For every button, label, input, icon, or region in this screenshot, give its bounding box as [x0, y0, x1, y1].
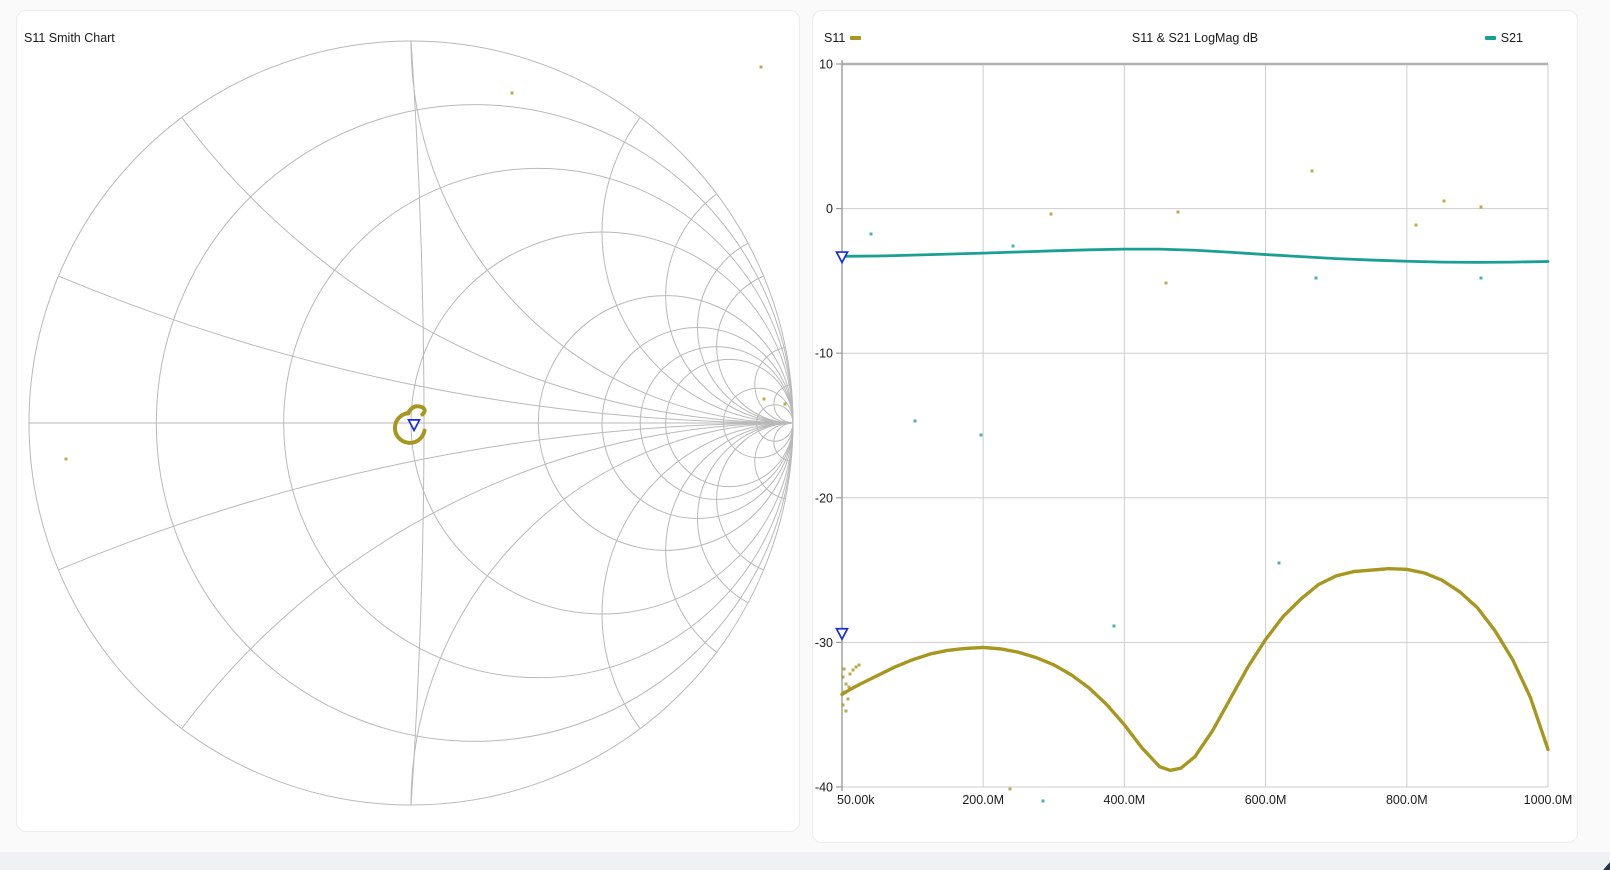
logmag-chart-header: S11 S11 & S21 LogMag dB S21: [813, 31, 1577, 49]
s21-color-dash-icon: [1484, 36, 1496, 40]
logmag-chart-canvas[interactable]: 10 0 -10 -20 -30 -40 50.00k 200.0M 400.0M 600.0M 8…: [813, 11, 1577, 842]
smith-chart-panel[interactable]: S11 Smith Chart: [16, 10, 800, 832]
legend-s11-label: S11: [824, 31, 846, 45]
svg-text:600.0M: 600.0M: [1245, 793, 1287, 807]
svg-text:1000.0M: 1000.0M: [1524, 793, 1573, 807]
svg-text:800.0M: 800.0M: [1386, 793, 1428, 807]
svg-text:50.00k: 50.00k: [837, 793, 875, 807]
legend-s21-label: S21: [1500, 31, 1523, 45]
svg-text:-30: -30: [815, 636, 833, 650]
logmag-chart-title: S11 & S21 LogMag dB: [1131, 31, 1259, 45]
s11-color-dash-icon: [850, 36, 862, 40]
svg-text:200.0M: 200.0M: [962, 793, 1004, 807]
svg-text:10: 10: [819, 58, 833, 72]
legend-s21[interactable]: S21: [1484, 31, 1523, 45]
svg-text:-40: -40: [815, 781, 833, 795]
bottom-strip: [0, 852, 1610, 870]
legend-s11[interactable]: S11: [824, 31, 862, 45]
svg-text:-20: -20: [815, 491, 833, 505]
smith-chart-title: S11 Smith Chart: [24, 31, 115, 45]
svg-text:400.0M: 400.0M: [1104, 793, 1146, 807]
logmag-chart-panel[interactable]: S11 S11 & S21 LogMag dB S21 10 0 -10 -20 -30…: [812, 10, 1578, 843]
smith-chart-canvas[interactable]: [17, 11, 799, 831]
svg-text:-10: -10: [815, 347, 833, 361]
svg-text:0: 0: [826, 202, 833, 216]
